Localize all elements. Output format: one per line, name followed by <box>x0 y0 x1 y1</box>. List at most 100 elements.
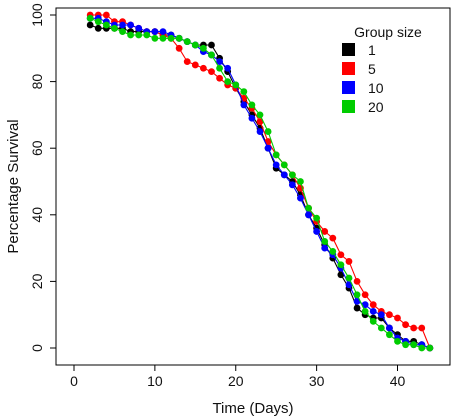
data-point <box>321 228 329 235</box>
data-point <box>297 194 304 202</box>
data-point <box>329 234 337 242</box>
data-point <box>86 21 94 29</box>
data-point <box>386 324 393 332</box>
data-point <box>159 28 167 36</box>
data-point <box>418 344 426 352</box>
x-tick-label: 0 <box>70 373 78 389</box>
series-line-20 <box>89 17 430 349</box>
data-point <box>256 111 264 119</box>
y-tick-label: 0 <box>29 344 45 352</box>
data-point <box>345 274 353 282</box>
data-point <box>111 24 118 32</box>
legend-swatch <box>342 43 355 56</box>
data-point <box>248 101 256 109</box>
data-point <box>135 24 143 32</box>
legend-item-1: 1 <box>342 42 376 58</box>
data-point <box>394 314 401 322</box>
data-point <box>280 171 288 179</box>
data-point <box>232 81 240 89</box>
data-point <box>410 341 418 349</box>
data-point <box>377 311 385 319</box>
data-point <box>119 21 126 29</box>
data-point <box>369 317 377 325</box>
data-point <box>208 68 215 76</box>
data-point <box>208 41 215 49</box>
data-point <box>288 171 296 179</box>
data-point <box>216 74 223 82</box>
data-point <box>272 161 280 169</box>
data-point <box>208 51 215 59</box>
data-point <box>102 21 110 29</box>
data-point <box>224 78 232 85</box>
data-point <box>183 38 191 46</box>
data-point <box>264 128 272 135</box>
legend-item-5: 5 <box>342 61 376 77</box>
data-point <box>345 258 353 265</box>
data-point <box>167 34 175 42</box>
data-point <box>135 31 143 39</box>
y-tick-label: 60 <box>29 140 45 156</box>
y-tick-label: 100 <box>29 3 45 27</box>
data-point <box>240 88 248 95</box>
data-point <box>272 151 280 159</box>
data-point <box>256 128 264 135</box>
data-point <box>313 214 321 222</box>
axes-layer: 0 10 20 30 40 0 20 40 60 80 100 Time (Days) Percenta… <box>5 3 451 417</box>
data-point <box>127 31 135 39</box>
data-point <box>321 238 329 245</box>
data-point <box>337 271 345 279</box>
data-point <box>305 204 312 212</box>
data-point <box>216 58 223 66</box>
data-point <box>175 34 183 42</box>
legend-swatch <box>342 100 355 113</box>
x-tick-label: 10 <box>147 373 163 389</box>
data-point <box>418 324 426 332</box>
data-point <box>353 297 361 305</box>
data-point <box>369 307 377 315</box>
data-point <box>264 144 272 152</box>
legend-title: Group size <box>354 24 422 40</box>
data-point <box>345 281 353 289</box>
data-point <box>353 291 361 299</box>
data-point <box>377 324 385 332</box>
data-point <box>102 11 110 19</box>
data-point <box>159 34 167 42</box>
legend-swatch <box>342 81 355 94</box>
data-point <box>94 24 102 32</box>
data-point <box>313 228 321 235</box>
data-point <box>369 301 377 309</box>
data-point <box>175 44 183 52</box>
series-5 <box>86 11 434 352</box>
data-point <box>329 248 337 255</box>
legend-label: 10 <box>368 80 384 96</box>
y-tick-label: 20 <box>29 273 45 289</box>
legend-swatch <box>342 62 355 75</box>
data-point <box>361 291 369 299</box>
data-point <box>361 307 369 315</box>
series-line-5 <box>90 14 431 349</box>
data-point <box>151 28 159 36</box>
data-point <box>410 324 418 332</box>
data-point <box>297 178 304 185</box>
legend-item-20: 20 <box>342 99 384 115</box>
x-tick-label: 20 <box>228 373 244 389</box>
data-point <box>426 344 434 352</box>
data-point <box>321 244 329 252</box>
series-line-10 <box>90 17 431 349</box>
data-point <box>94 18 102 26</box>
series-10 <box>86 14 434 352</box>
data-point <box>337 261 345 269</box>
legend-item-10: 10 <box>342 80 384 96</box>
data-point <box>143 31 151 39</box>
data-point <box>394 337 401 345</box>
legend-label: 20 <box>368 99 384 115</box>
data-point <box>361 301 369 309</box>
data-point <box>86 14 94 22</box>
data-point <box>353 304 361 312</box>
x-axis-title: Time (Days) <box>212 400 293 417</box>
plot-frame <box>55 7 451 366</box>
data-point <box>183 58 191 66</box>
series-layer <box>86 11 434 352</box>
